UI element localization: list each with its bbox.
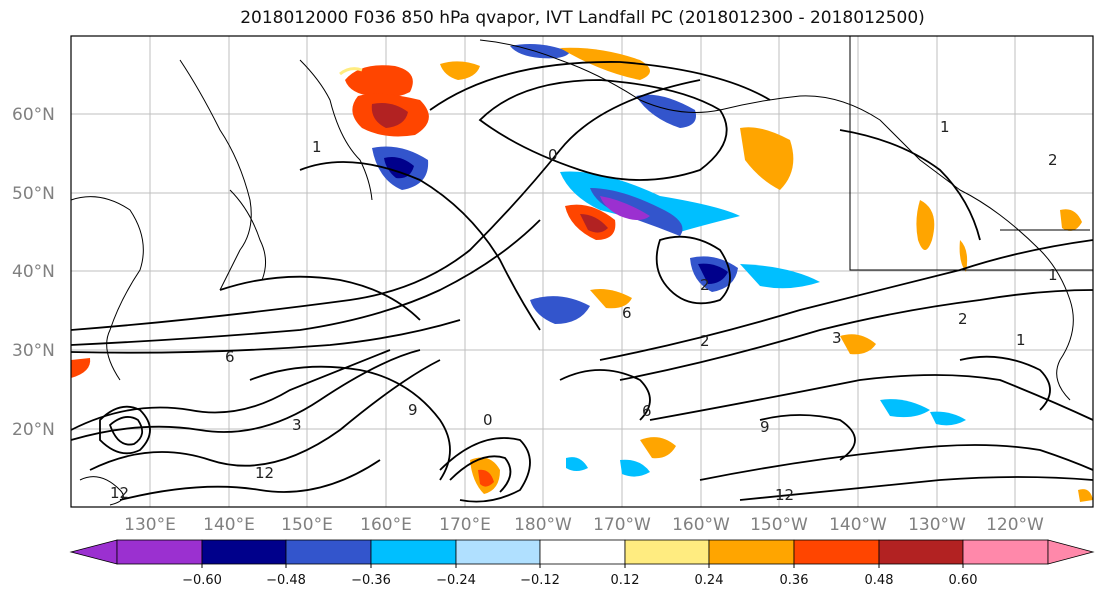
colorbar-tick-label: −0.36 [351, 573, 391, 588]
colorbar-tick-label: −0.12 [520, 573, 560, 588]
colorbar-tick-label: −0.24 [436, 573, 476, 588]
contour-label: 12 [110, 484, 129, 502]
lon-label: 150°E [281, 515, 333, 535]
colorbar-ticks: −0.60 −0.48 −0.36 −0.24 −0.12 0.12 0.24 … [182, 564, 977, 588]
colorbar-tick-label: 0.48 [865, 573, 894, 588]
lon-label: 130°W [908, 515, 966, 535]
lat-label-30n: 30°N [12, 341, 55, 361]
contour-label: 6 [642, 402, 652, 420]
contour-label: 3 [832, 329, 842, 347]
colorbar-tick-label: 0.36 [780, 573, 809, 588]
longitude-labels: 130°E 140°E 150°E 160°E 170°E 180°W 170°… [124, 515, 1044, 535]
contour-label: 6 [225, 348, 235, 366]
contour-label-group: 0 1 2 3 6 9 12 1 2 0 2 6 9 12 6 3 1 2 1 … [110, 118, 1058, 504]
lon-label: 180°W [514, 515, 572, 535]
lon-label: 160°E [360, 515, 412, 535]
colorbar-segment [285, 539, 372, 565]
contour-label: 2 [700, 332, 710, 350]
colorbar-segment [370, 539, 457, 565]
contour-label: 3 [292, 416, 302, 434]
lon-label: 160°W [672, 515, 730, 535]
latitude-labels: 60°N 50°N 40°N 30°N 20°N [12, 105, 55, 440]
colorbar-tick-label: 0.60 [949, 573, 978, 588]
contour-label: 0 [548, 146, 558, 164]
colorbar-extend-min [69, 539, 118, 565]
lon-label: 130°E [124, 515, 176, 535]
colorbar-segment [793, 539, 880, 565]
colorbar-segment [539, 539, 626, 565]
contour-label: 1 [1016, 331, 1026, 349]
lon-label: 120°W [986, 515, 1044, 535]
contour-label: 12 [775, 486, 794, 504]
contour-label: 2 [700, 276, 710, 294]
colorbar-segment [116, 539, 203, 565]
contour-label: 1 [312, 138, 322, 156]
contour-label: 9 [408, 401, 418, 419]
contour-label: 9 [760, 418, 770, 436]
contour-label: 12 [255, 464, 274, 482]
lon-label: 150°W [750, 515, 808, 535]
map-border [70, 35, 1094, 508]
qvapor-shading [71, 44, 1093, 502]
contour-label: 2 [1048, 151, 1058, 169]
colorbar-segment [962, 539, 1049, 565]
colorbar [69, 539, 1095, 565]
lat-label-40n: 40°N [12, 262, 55, 282]
coastlines [70, 36, 1093, 506]
ivt-contours [70, 61, 1094, 503]
contour-label: 0 [483, 411, 493, 429]
map-title: 2018012000 F036 850 hPa qvapor, IVT Land… [240, 8, 925, 28]
lat-label-20n: 20°N [12, 420, 55, 440]
colorbar-tick-label: −0.60 [182, 573, 222, 588]
colorbar-segment [878, 539, 964, 565]
colorbar-segment [708, 539, 795, 565]
colorbar-extend-max [1047, 539, 1095, 565]
contour-label: 2 [958, 310, 968, 328]
lon-label: 140°E [203, 515, 255, 535]
colorbar-tick-label: 0.12 [611, 573, 640, 588]
lat-label-60n: 60°N [12, 105, 55, 125]
contour-label: 6 [622, 304, 632, 322]
contour-label: 1 [940, 118, 950, 136]
colorbar-segment [455, 539, 541, 565]
colorbar-segment [201, 539, 287, 565]
colorbar-segment [624, 539, 710, 565]
lon-label: 140°W [829, 515, 887, 535]
lon-label: 170°W [593, 515, 651, 535]
lat-label-50n: 50°N [12, 184, 55, 204]
colorbar-tick-label: 0.24 [695, 573, 724, 588]
colorbar-tick-label: −0.48 [266, 573, 306, 588]
lon-label: 170°E [439, 515, 491, 535]
contour-label: 1 [1048, 266, 1058, 284]
